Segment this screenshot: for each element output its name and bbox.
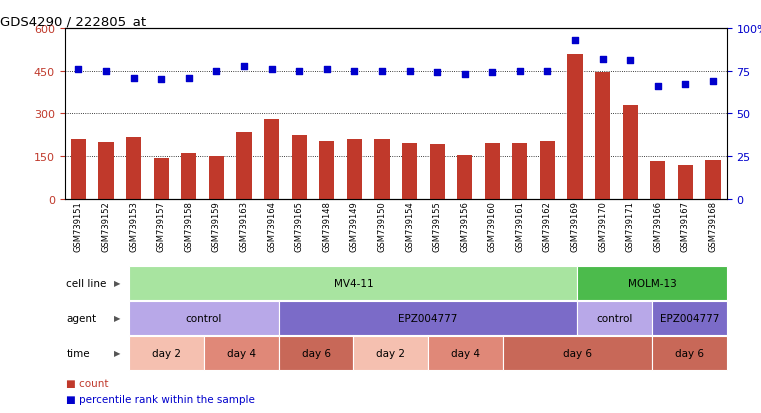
Bar [429, 145, 444, 199]
Bar [512, 143, 527, 199]
Point [72, 66, 84, 73]
Bar [126, 138, 142, 199]
Point [155, 77, 167, 83]
Text: cell line: cell line [66, 278, 107, 288]
Text: day 2: day 2 [376, 348, 405, 358]
Text: ▶: ▶ [114, 313, 120, 323]
Bar [402, 143, 417, 199]
Point [320, 66, 333, 73]
Text: ■ percentile rank within the sample: ■ percentile rank within the sample [66, 394, 255, 404]
Text: day 4: day 4 [227, 348, 256, 358]
Bar [568, 55, 583, 199]
Point [680, 82, 692, 88]
Point [541, 68, 553, 75]
Bar [540, 141, 555, 199]
Point [597, 56, 609, 63]
Bar [319, 141, 334, 199]
Bar [457, 155, 473, 199]
Text: agent: agent [66, 313, 97, 323]
Point [514, 68, 526, 75]
Text: day 6: day 6 [301, 348, 330, 358]
Bar [291, 135, 307, 199]
Point [210, 68, 222, 75]
Point [349, 68, 361, 75]
Text: ▶: ▶ [114, 348, 120, 357]
Point [431, 70, 443, 76]
Bar [209, 157, 224, 199]
Bar [181, 153, 196, 199]
Text: time: time [66, 348, 90, 358]
Point [459, 72, 471, 78]
Bar [622, 106, 638, 199]
Bar [237, 133, 252, 199]
Point [128, 75, 140, 82]
Text: day 6: day 6 [563, 348, 592, 358]
Point [624, 58, 636, 64]
Point [266, 66, 278, 73]
Bar [485, 143, 500, 199]
Text: ■ count: ■ count [66, 378, 109, 388]
Text: control: control [186, 313, 222, 323]
Bar [154, 158, 169, 199]
Bar [595, 73, 610, 199]
Text: MV4-11: MV4-11 [333, 278, 373, 288]
Point [183, 75, 195, 82]
Point [569, 38, 581, 44]
Point [293, 68, 305, 75]
Bar [678, 166, 693, 199]
Text: EPZ004777: EPZ004777 [660, 313, 719, 323]
Point [403, 68, 416, 75]
Point [707, 78, 719, 85]
Text: day 4: day 4 [451, 348, 480, 358]
Text: control: control [597, 313, 633, 323]
Point [100, 68, 112, 75]
Text: EPZ004777: EPZ004777 [398, 313, 458, 323]
Point [238, 63, 250, 70]
Bar [650, 161, 665, 199]
Text: GDS4290 / 222805_at: GDS4290 / 222805_at [0, 15, 146, 28]
Text: day 6: day 6 [675, 348, 704, 358]
Bar [374, 140, 390, 199]
Bar [98, 142, 113, 199]
Text: ▶: ▶ [114, 279, 120, 288]
Bar [264, 120, 279, 199]
Bar [705, 160, 721, 199]
Bar [71, 140, 86, 199]
Point [651, 83, 664, 90]
Bar [347, 140, 362, 199]
Text: day 2: day 2 [152, 348, 181, 358]
Text: MOLM-13: MOLM-13 [628, 278, 677, 288]
Point [486, 70, 498, 76]
Point [376, 68, 388, 75]
